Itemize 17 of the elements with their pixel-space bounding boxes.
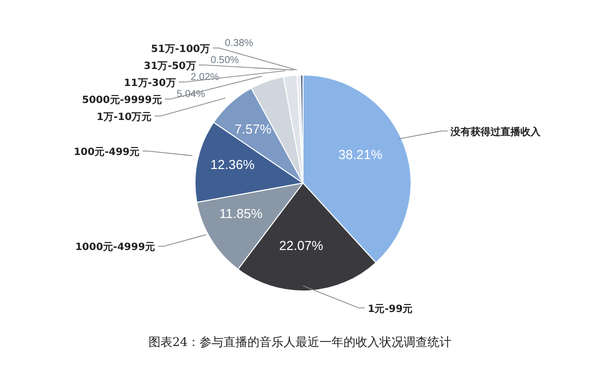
slice-label: 1000元-4999元 [75,241,156,254]
data-label: 0.50% [210,55,240,66]
slice-label: 1元-99元 [368,302,413,315]
slice-label: 没有获得过直播收入 [450,126,542,138]
data-label: 7.57% [234,121,272,136]
slice-label: 51万-100万 [151,44,210,56]
slice-label: 11万-30万 [124,78,176,90]
slice-label: 5000元-9999元 [82,94,162,106]
data-label: 11.85% [219,206,264,222]
data-label: 12.36% [210,157,255,172]
text: 图表24：参与直播的音乐人最近一年的收入状况调查统计 [147,334,453,351]
data-label: 22.07% [279,238,324,253]
slice-label: 1万-10万元 [96,111,152,124]
slice-label: 100元-499元 [74,146,140,158]
data-label: 0.38% [224,38,254,50]
data-label: 38.21% [338,146,383,162]
slice-label: 31万-50万 [144,61,196,72]
